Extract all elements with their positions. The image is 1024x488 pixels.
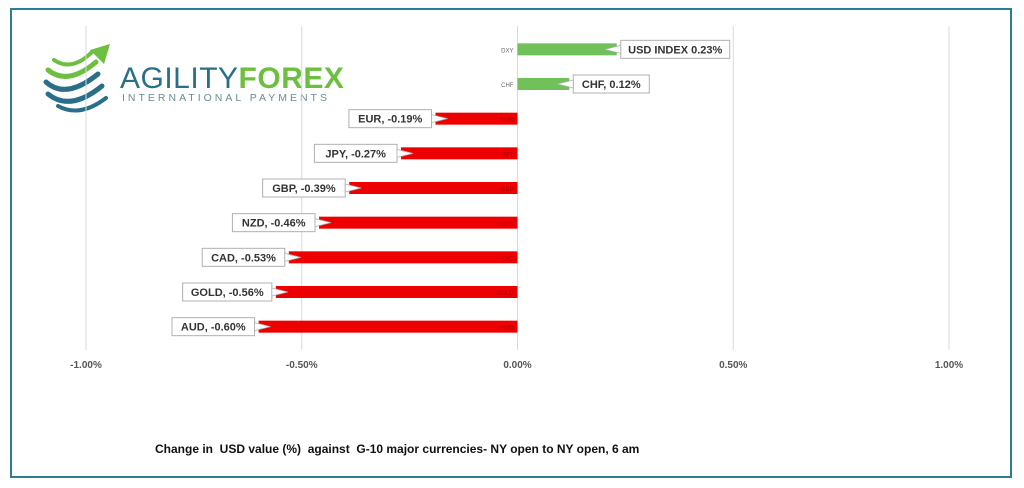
category-label: GOLD: [496, 291, 514, 297]
x-tick-label: 1.00%: [935, 360, 963, 371]
bar: [275, 286, 518, 298]
data-label-pointer: [284, 252, 301, 262]
bar: [349, 182, 518, 194]
bar: [517, 78, 570, 90]
data-label-pointer: [314, 218, 332, 228]
data-label: EUR, -0.19%: [358, 114, 422, 126]
data-label: USD INDEX 0.23%: [628, 44, 722, 56]
brand-name-part1: AGILITY: [120, 62, 239, 95]
data-label-pointer: [431, 114, 448, 124]
data-label-pointer: [604, 44, 622, 54]
bar: [258, 320, 518, 333]
bar: [319, 216, 518, 229]
data-label-pointer: [557, 79, 574, 89]
brand-tagline: INTERNATIONAL PAYMENTS: [122, 92, 330, 104]
agility-forex-logo-icon: [43, 44, 110, 113]
data-label: CAD, -0.53%: [211, 252, 276, 264]
category-label: EUR: [501, 118, 514, 124]
data-label-pointer: [396, 148, 414, 158]
category-label: CHF: [501, 83, 514, 89]
x-tick-label: 0.00%: [503, 360, 531, 371]
category-label: AUD: [501, 326, 514, 332]
chart-caption: Change in USD value (%) against G-10 maj…: [155, 442, 640, 456]
bar: [517, 43, 617, 56]
data-label: NZD, -0.46%: [242, 218, 306, 230]
category-label: NZD: [501, 222, 514, 228]
x-tick-label: 0.50%: [719, 360, 747, 371]
data-label-pointer: [254, 322, 271, 332]
bar: [400, 147, 518, 160]
x-tick-label: -1.00%: [70, 360, 102, 371]
data-label: GBP, -0.39%: [272, 183, 336, 195]
category-label: CAD: [501, 256, 514, 262]
data-label: AUD, -0.60%: [181, 322, 246, 334]
data-label-pointer: [344, 183, 362, 193]
brand-name: AGILITYFOREX: [120, 62, 344, 96]
chart-frame: [10, 8, 1012, 478]
data-label: CHF, 0.12%: [582, 79, 641, 91]
data-label: JPY, -0.27%: [325, 148, 386, 160]
brand-name-part2: FOREX: [238, 62, 345, 95]
bar: [288, 251, 518, 264]
category-label: JPY: [502, 152, 513, 158]
category-label: GBP: [501, 187, 514, 193]
category-label: DXY: [501, 48, 513, 54]
data-label: GOLD, -0.56%: [191, 287, 264, 299]
data-label-pointer: [271, 287, 288, 297]
x-tick-label: -0.50%: [286, 360, 318, 371]
bar: [435, 112, 518, 125]
